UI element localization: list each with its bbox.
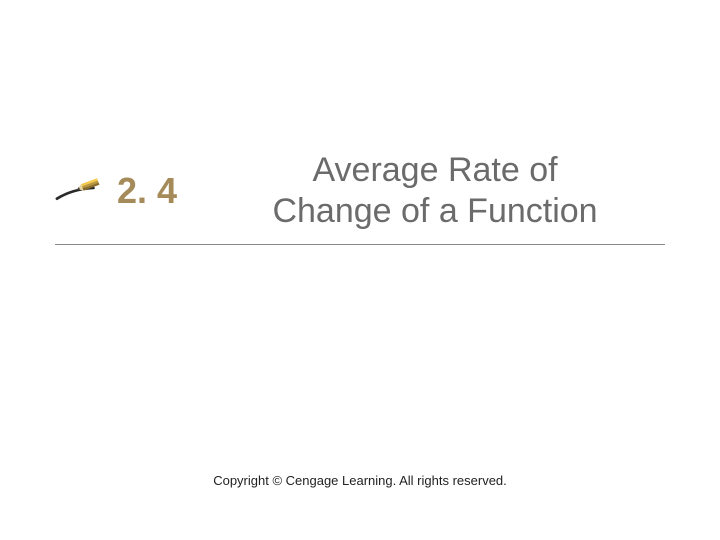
section-title: Average Rate of Change of a Function bbox=[205, 150, 665, 232]
section-title-line2: Change of a Function bbox=[205, 191, 665, 232]
heading-row: 2. 4 Average Rate of Change of a Functio… bbox=[55, 150, 665, 245]
pencil-icon bbox=[55, 174, 105, 208]
section-number: 2. 4 bbox=[117, 170, 177, 212]
section-title-line1: Average Rate of bbox=[205, 150, 665, 191]
slide: 2. 4 Average Rate of Change of a Functio… bbox=[0, 0, 720, 540]
pencil-stroke bbox=[57, 188, 94, 199]
copyright-text: Copyright © Cengage Learning. All rights… bbox=[0, 473, 720, 488]
